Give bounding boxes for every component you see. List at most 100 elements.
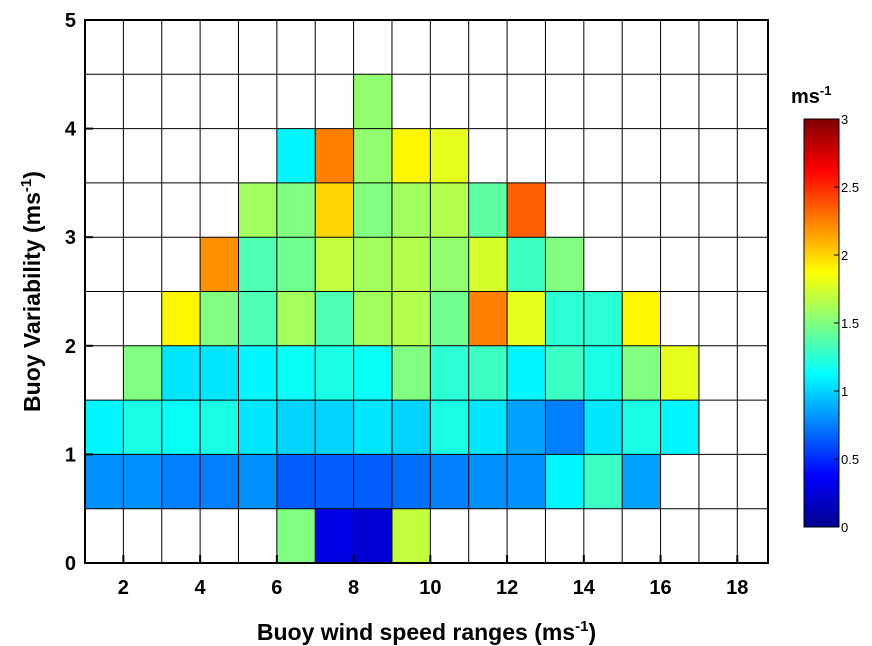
heatmap-cell: [545, 400, 584, 455]
heatmap-cell: [85, 400, 124, 455]
heatmap-cell: [507, 345, 546, 401]
heatmap-cell: [391, 237, 431, 292]
heatmap-cell: [200, 345, 239, 401]
heatmap-cell: [622, 291, 661, 346]
plot-frame: [84, 19, 769, 564]
heatmap-cell: [353, 74, 392, 129]
heatmap-cell: [583, 345, 623, 401]
heatmap-cell: [353, 237, 392, 292]
y-tick-label: 1: [65, 444, 76, 466]
heatmap-cell: [315, 400, 354, 455]
colorbar-tick-label: 3: [841, 112, 848, 127]
heatmap-cell: [200, 291, 239, 346]
heatmap-cell: [353, 454, 392, 509]
x-tick-label: 10: [419, 577, 441, 599]
heatmap-cell: [391, 128, 431, 183]
heatmap-cell: [315, 508, 354, 563]
heatmap-cell: [161, 400, 201, 455]
heatmap-cell: [276, 508, 316, 563]
heatmap-cell: [507, 182, 546, 238]
heatmap-cell: [276, 182, 316, 238]
x-tick-label: 6: [271, 577, 282, 599]
heatmap-cell: [660, 345, 699, 401]
x-tick-label: 12: [496, 577, 518, 599]
heatmap-cell: [315, 291, 354, 346]
heatmap-cell: [391, 400, 431, 455]
heatmap-cell: [315, 237, 354, 292]
heatmap-cell: [507, 400, 546, 455]
heatmap-cell: [276, 400, 316, 455]
heatmap-cell: [583, 291, 623, 346]
x-tick-label: 8: [348, 577, 359, 599]
heatmap-cell: [430, 182, 469, 238]
heatmap-cell: [276, 345, 316, 401]
heatmap-cell: [468, 182, 508, 238]
heatmap-cell: [545, 454, 584, 509]
heatmap-cell: [468, 237, 508, 292]
heatmap-cell: [161, 291, 201, 346]
heatmap-cell: [238, 345, 277, 401]
heatmap-cell: [507, 291, 546, 346]
y-tick-label: 0: [65, 553, 76, 575]
heatmap-cell: [200, 237, 239, 292]
heatmap-cell: [315, 182, 354, 238]
heatmap-cell: [85, 454, 124, 509]
heatmap-cell: [353, 508, 392, 563]
heatmap-cell: [161, 454, 201, 509]
heatmap-cell: [123, 454, 162, 509]
heatmap-cell: [315, 345, 354, 401]
heatmap-cell: [391, 508, 431, 563]
heatmap-cell: [430, 128, 469, 183]
x-tick-label: 16: [649, 577, 671, 599]
heatmap-cell: [468, 345, 508, 401]
heatmap-cell: [622, 454, 661, 509]
heatmap-cell: [123, 345, 162, 401]
colorbar-tick-label: 0: [841, 520, 848, 535]
colorbar-tick-label: 0.5: [841, 452, 859, 467]
heatmap-cell: [622, 345, 661, 401]
heatmap-cell: [583, 454, 623, 509]
heatmap-cell: [276, 454, 316, 509]
heatmap-cell: [238, 182, 277, 238]
heatmap-cell: [200, 454, 239, 509]
heatmap-cell: [123, 400, 162, 455]
heatmap-cell: [507, 454, 546, 509]
heatmap-cell: [353, 345, 392, 401]
heatmap-cell: [468, 400, 508, 455]
x-tick-label: 18: [726, 577, 748, 599]
heatmap-cell: [660, 400, 699, 455]
heatmap-cell: [315, 454, 354, 509]
colorbar: 0 0.5 1 1.5 2 2.5 3 ms-1: [791, 83, 859, 535]
heatmap-cell: [276, 128, 316, 183]
heatmap-cell: [391, 182, 431, 238]
heatmap-cell: [622, 400, 661, 455]
heatmap-cell: [238, 291, 277, 346]
colorbar-tick-label: 1.5: [841, 316, 859, 331]
heatmap-cell: [276, 291, 316, 346]
heatmap-cell: [238, 454, 277, 509]
colorbar-title: ms-1: [791, 83, 831, 108]
heatmap-cell: [276, 237, 316, 292]
y-tick-label: 2: [65, 336, 76, 358]
heatmap-cell: [161, 345, 201, 401]
heatmap-cell: [430, 454, 469, 509]
colorbar-tick-label: 2.5: [841, 180, 859, 195]
y-tick-label: 5: [65, 10, 76, 32]
colorbar-tick-label: 2: [841, 248, 848, 263]
heatmap-cell: [468, 291, 508, 346]
heatmap-cells: [85, 74, 699, 563]
heatmap-cell: [315, 128, 354, 183]
heatmap-cell: [238, 400, 277, 455]
heatmap-cell: [238, 237, 277, 292]
heatmap-cell: [545, 237, 584, 292]
heatmap-cell: [391, 345, 431, 401]
heatmap-cell: [430, 237, 469, 292]
heatmap-cell: [430, 291, 469, 346]
x-tick-label: 14: [573, 577, 596, 599]
x-tick-label: 4: [195, 577, 207, 599]
heatmap-cell: [391, 454, 431, 509]
heatmap-cell: [430, 400, 469, 455]
heatmap-cell: [468, 454, 508, 509]
x-tick-label: 2: [118, 577, 129, 599]
